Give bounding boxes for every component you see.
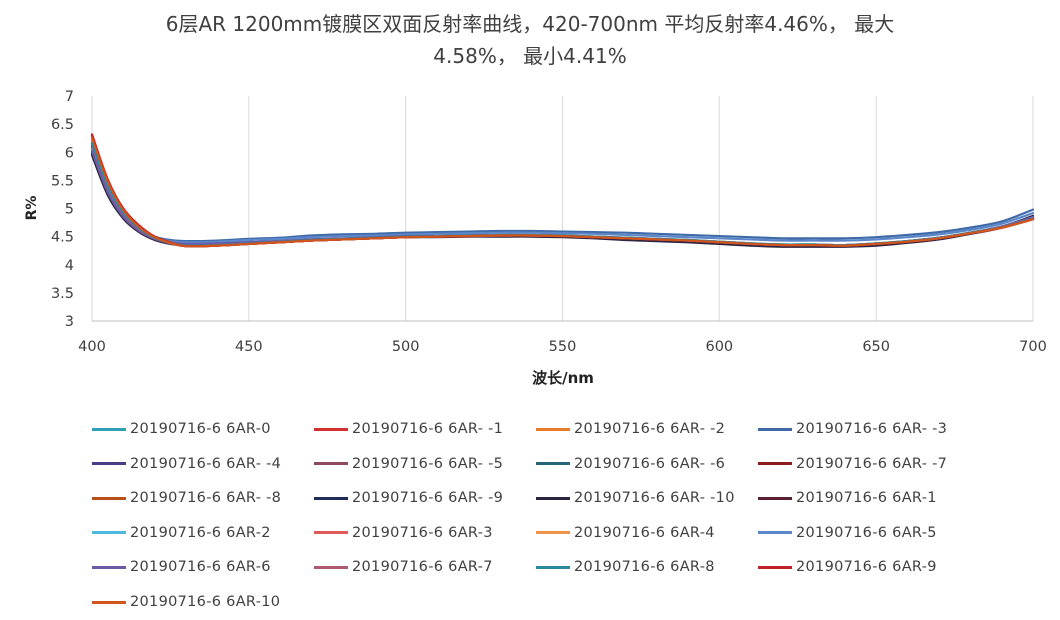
- legend-item: 20190716-6 6AR-7: [314, 556, 493, 578]
- legend-swatch: [92, 496, 126, 500]
- legend-item: 20190716-6 6AR-2: [92, 522, 271, 544]
- x-tick-label: 400: [78, 339, 106, 355]
- y-tick-label: 5: [65, 202, 74, 218]
- legend-item: 20190716-6 6AR-0: [92, 418, 271, 440]
- legend-item: 20190716-6 6AR- -3: [758, 418, 947, 440]
- legend-label: 20190716-6 6AR- -10: [574, 490, 735, 507]
- legend-swatch: [314, 496, 348, 500]
- legend-label: 20190716-6 6AR-9: [796, 559, 937, 576]
- legend-label: 20190716-6 6AR- -1: [352, 421, 504, 437]
- chart-series-lines: [90, 133, 1035, 248]
- legend-label: 20190716-6 6AR- -5: [352, 455, 504, 472]
- legend-label: 20190716-6 6AR-7: [352, 559, 493, 576]
- series-line: [90, 147, 1035, 244]
- y-tick-label: 3.5: [51, 286, 74, 302]
- legend-label: 20190716-6 6AR- -2: [574, 421, 726, 437]
- legend-swatch: [92, 462, 126, 466]
- x-tick-label: 500: [392, 339, 420, 355]
- legend-item: 20190716-6 6AR-5: [758, 522, 937, 544]
- y-tick-label: 7: [65, 89, 74, 105]
- legend-swatch: [92, 600, 126, 604]
- legend-item: 20190716-6 6AR-6: [92, 556, 271, 578]
- legend-label: 20190716-6 6AR-1: [796, 490, 937, 507]
- legend-item: 20190716-6 6AR-3: [314, 522, 493, 544]
- legend-swatch: [758, 462, 792, 466]
- legend-swatch: [536, 565, 570, 569]
- y-axis-label: R%: [24, 196, 40, 221]
- legend-label: 20190716-6 6AR- -7: [796, 455, 948, 472]
- legend-swatch: [92, 531, 126, 535]
- legend-item: 20190716-6 6AR-4: [536, 522, 715, 544]
- x-tick-label: 700: [1019, 339, 1047, 355]
- legend-swatch: [536, 462, 570, 466]
- legend-swatch: [92, 427, 126, 431]
- y-tick-label: 6: [65, 145, 74, 161]
- y-tick-label: 3: [65, 314, 74, 330]
- legend-label: 20190716-6 6AR- -3: [796, 421, 948, 437]
- legend-label: 20190716-6 6AR-3: [352, 524, 493, 541]
- legend-swatch: [536, 427, 570, 431]
- legend-item: 20190716-6 6AR-1: [758, 487, 937, 509]
- legend-swatch: [314, 531, 348, 535]
- y-tick-label: 6.5: [51, 117, 74, 133]
- y-tick-label: 4.5: [51, 230, 74, 246]
- legend-swatch: [758, 427, 792, 431]
- legend-label: 20190716-6 6AR-5: [796, 524, 937, 541]
- legend-item: 20190716-6 6AR- -5: [314, 453, 503, 475]
- legend-swatch: [314, 565, 348, 569]
- legend-item: 20190716-6 6AR-9: [758, 556, 937, 578]
- x-tick-label: 600: [705, 339, 733, 355]
- y-tick-label: 4: [65, 258, 74, 274]
- series-line: [90, 136, 1035, 248]
- legend-label: 20190716-6 6AR-4: [574, 524, 715, 541]
- legend-item: 20190716-6 6AR- -2: [536, 418, 725, 440]
- legend-item: 20190716-6 6AR- -10: [536, 487, 735, 509]
- chart-title: 6层AR 1200mm镀膜区双面反射率曲线，420-700nm 平均反射率4.4…: [0, 8, 1060, 72]
- legend-item: 20190716-6 6AR- -9: [314, 487, 503, 509]
- legend-item: 20190716-6 6AR- -4: [92, 453, 281, 475]
- legend-label: 20190716-6 6AR-10: [130, 594, 281, 610]
- legend-swatch: [92, 565, 126, 569]
- legend-label: 20190716-6 6AR-6: [130, 559, 271, 576]
- legend-swatch: [314, 462, 348, 466]
- chart-tick-labels: 400 450 500 550 600 650 700 3 3.5 4 4.5 5 5.5 6 6.5 7: [51, 89, 1047, 355]
- legend-label: 20190716-6 6AR- -6: [574, 455, 726, 472]
- legend-label: 20190716-6 6AR-8: [574, 559, 715, 576]
- legend-item: 20190716-6 6AR- -8: [92, 487, 281, 509]
- legend-item: 20190716-6 6AR- -6: [536, 453, 725, 475]
- legend-swatch: [758, 496, 792, 500]
- x-tick-label: 550: [549, 339, 577, 355]
- legend-item: 20190716-6 6AR- -1: [314, 418, 503, 440]
- legend-label: 20190716-6 6AR-2: [130, 524, 271, 541]
- legend-swatch: [536, 496, 570, 500]
- legend-swatch: [314, 427, 348, 431]
- chart-grid: [91, 96, 1034, 321]
- y-tick-label: 5.5: [51, 173, 74, 189]
- legend-item: 20190716-6 6AR-10: [92, 591, 280, 613]
- legend-label: 20190716-6 6AR- -4: [130, 455, 282, 472]
- legend-item: 20190716-6 6AR-8: [536, 556, 715, 578]
- legend-label: 20190716-6 6AR-0: [130, 421, 271, 437]
- x-tick-label: 450: [235, 339, 263, 355]
- legend-swatch: [536, 531, 570, 535]
- legend-label: 20190716-6 6AR- -9: [352, 490, 504, 507]
- legend-swatch: [758, 565, 792, 569]
- x-axis-label: 波长/nm: [532, 369, 594, 387]
- legend-item: 20190716-6 6AR- -7: [758, 453, 947, 475]
- chart-title-line-1: 6层AR 1200mm镀膜区双面反射率曲线，420-700nm 平均反射率4.4…: [165, 12, 895, 36]
- legend-label: 20190716-6 6AR- -8: [130, 490, 282, 507]
- x-tick-label: 650: [862, 339, 890, 355]
- legend-swatch: [758, 531, 792, 535]
- chart-title-line-2: 4.58%， 最小4.41%: [433, 44, 627, 68]
